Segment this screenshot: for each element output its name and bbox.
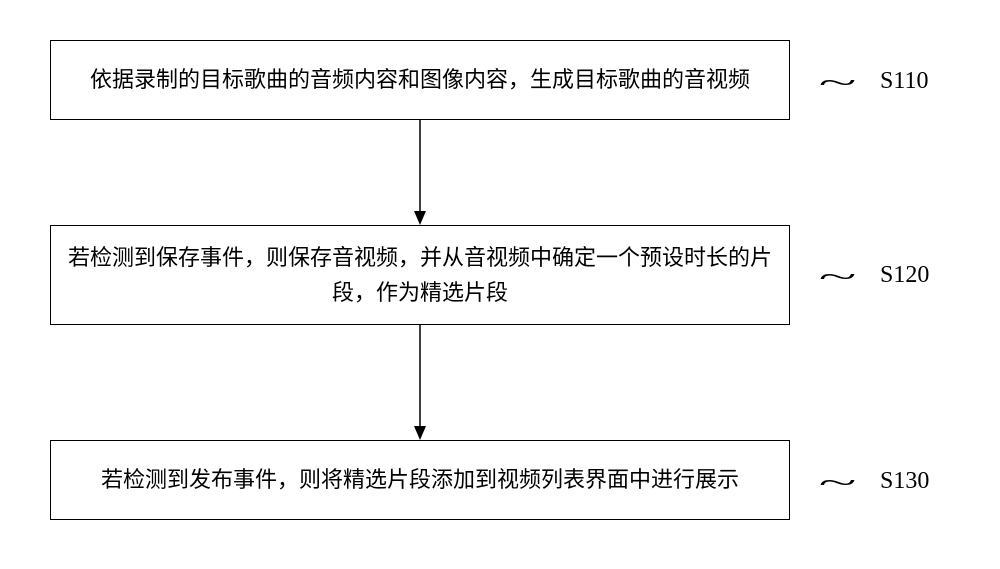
flowchart-canvas: 依据录制的目标歌曲的音频内容和图像内容，生成目标歌曲的音视频 ~ S110 若检测到保… xyxy=(0,0,1000,569)
flowchart-tilde: ~ xyxy=(819,262,857,294)
flowchart-step-label: S120 xyxy=(880,262,929,289)
flowchart-node-text: 若检测到保存事件，则保存音视频，并从音视频中确定一个预设时长的片段，作为精选片段 xyxy=(67,240,773,310)
flowchart-node-text: 若检测到发布事件，则将精选片段添加到视频列表界面中进行展示 xyxy=(101,462,739,497)
flowchart-tilde: ~ xyxy=(819,468,857,500)
flowchart-tilde: ~ xyxy=(819,68,857,100)
flowchart-node-s130: 若检测到发布事件，则将精选片段添加到视频列表界面中进行展示 xyxy=(50,440,790,520)
flowchart-node-text: 依据录制的目标歌曲的音频内容和图像内容，生成目标歌曲的音视频 xyxy=(90,62,750,97)
flowchart-node-s120: 若检测到保存事件，则保存音视频，并从音视频中确定一个预设时长的片段，作为精选片段 xyxy=(50,225,790,325)
flowchart-step-label: S130 xyxy=(880,468,929,495)
flowchart-step-label: S110 xyxy=(880,68,928,95)
flowchart-node-s110: 依据录制的目标歌曲的音频内容和图像内容，生成目标歌曲的音视频 xyxy=(50,40,790,120)
